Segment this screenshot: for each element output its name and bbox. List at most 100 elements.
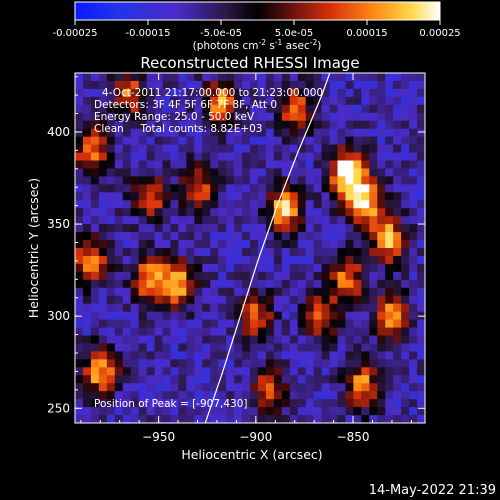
heatmap-cell	[242, 160, 251, 170]
heatmap-cell	[162, 335, 172, 345]
heatmap-cell	[337, 295, 347, 305]
heatmap-cell	[385, 120, 394, 130]
heatmap-cell	[162, 192, 172, 201]
heatmap-cell	[369, 327, 378, 337]
heatmap-cell	[90, 279, 100, 289]
heatmap-cell	[242, 144, 251, 154]
heatmap-cell	[210, 343, 219, 352]
heatmap-cell	[154, 383, 164, 392]
heatmap-cell	[162, 160, 172, 170]
colorbar: -0.00025 -0.00015 -5.0e-05 5.0e-05 0.00015 0.…	[53, 1, 461, 52]
heatmap-cell	[289, 96, 299, 106]
heatmap-cell	[138, 144, 148, 154]
heatmap-cell	[98, 287, 108, 297]
heatmap-cell	[154, 200, 164, 209]
heatmap-cell	[130, 136, 140, 146]
heatmap-cell	[98, 176, 108, 185]
heatmap-cell	[321, 319, 331, 329]
heatmap-cell	[82, 279, 92, 289]
heatmap-cell	[154, 144, 164, 154]
heatmap-cell	[273, 279, 283, 289]
heatmap-cell	[186, 88, 195, 98]
heatmap-cell	[114, 152, 124, 162]
heatmap-cell	[106, 271, 116, 281]
heatmap-cell	[257, 287, 267, 297]
heatmap-cell	[369, 216, 378, 225]
heatmap-cell	[353, 383, 362, 392]
heatmap-cell	[234, 327, 243, 337]
heatmap-cell	[281, 375, 291, 384]
heatmap-cell	[265, 351, 275, 360]
heatmap-cell	[114, 160, 124, 170]
heatmap-cell	[377, 399, 386, 408]
heatmap-cell	[106, 152, 116, 162]
heatmap-cell	[146, 200, 156, 209]
heatmap-cell	[75, 168, 84, 177]
heatmap-cell	[353, 144, 362, 154]
heatmap-cell	[90, 80, 100, 90]
heatmap-cell	[273, 375, 283, 384]
heatmap-cell	[409, 96, 418, 106]
heatmap-cell	[289, 391, 299, 400]
heatmap-cell	[154, 303, 164, 313]
heatmap-cell	[242, 128, 251, 138]
heatmap-cell	[82, 367, 92, 376]
heatmap-cell	[353, 73, 362, 82]
heatmap-cell	[234, 375, 243, 384]
heatmap-cell	[162, 168, 172, 177]
heatmap-cell	[409, 399, 418, 408]
heatmap-cell	[385, 112, 394, 122]
heatmap-cell	[90, 335, 100, 345]
heatmap-cell	[369, 168, 378, 177]
heatmap-cell	[273, 160, 283, 170]
heatmap-cell	[337, 80, 347, 90]
heatmap-cell	[138, 263, 148, 273]
heatmap-cell	[154, 120, 164, 130]
heatmap-cell	[257, 335, 267, 345]
heatmap-cell	[409, 128, 418, 138]
heatmap-cell	[114, 319, 124, 329]
heatmap-cell	[170, 343, 179, 352]
heatmap-cell	[226, 73, 235, 82]
heatmap-cell	[210, 311, 219, 321]
heatmap-cell	[313, 391, 323, 400]
heatmap-cell	[377, 128, 386, 138]
heatmap-cell	[337, 192, 347, 201]
heatmap-cell	[321, 287, 331, 297]
heatmap-cell	[106, 96, 116, 106]
heatmap-cell	[345, 184, 354, 193]
heatmap-cell	[393, 240, 402, 249]
heatmap-cell	[130, 160, 140, 170]
heatmap-cell	[90, 104, 100, 114]
heatmap-cell	[337, 168, 347, 177]
heatmap-cell	[297, 287, 307, 297]
heatmap-cell	[226, 335, 235, 345]
heatmap-cell	[250, 112, 259, 122]
heatmap-cell	[170, 96, 179, 106]
heatmap-cell	[202, 240, 211, 249]
heatmap-cell	[321, 208, 331, 217]
heatmap-cell	[138, 407, 148, 416]
heatmap-cell	[385, 271, 394, 281]
heatmap-cell	[377, 208, 386, 217]
heatmap-cell	[210, 415, 219, 423]
heatmap-cell	[114, 240, 124, 249]
heatmap-cell	[257, 391, 267, 400]
heatmap-cell	[242, 200, 251, 209]
heatmap-cell	[385, 287, 394, 297]
heatmap-cell	[194, 168, 203, 177]
heatmap-cell	[146, 240, 156, 249]
heatmap-cell	[417, 216, 425, 225]
heatmap-cell	[321, 112, 331, 122]
heatmap-cell	[114, 88, 124, 98]
heatmap-cell	[297, 399, 307, 408]
heatmap-cell	[377, 184, 386, 193]
heatmap-cell	[154, 248, 164, 257]
heatmap-cell	[337, 112, 347, 122]
heatmap-cell	[82, 184, 92, 193]
heatmap-cell	[401, 303, 410, 313]
heatmap-cell	[138, 224, 148, 233]
heatmap-cell	[265, 88, 275, 98]
heatmap-cell	[122, 271, 132, 281]
heatmap-cell	[329, 407, 339, 416]
